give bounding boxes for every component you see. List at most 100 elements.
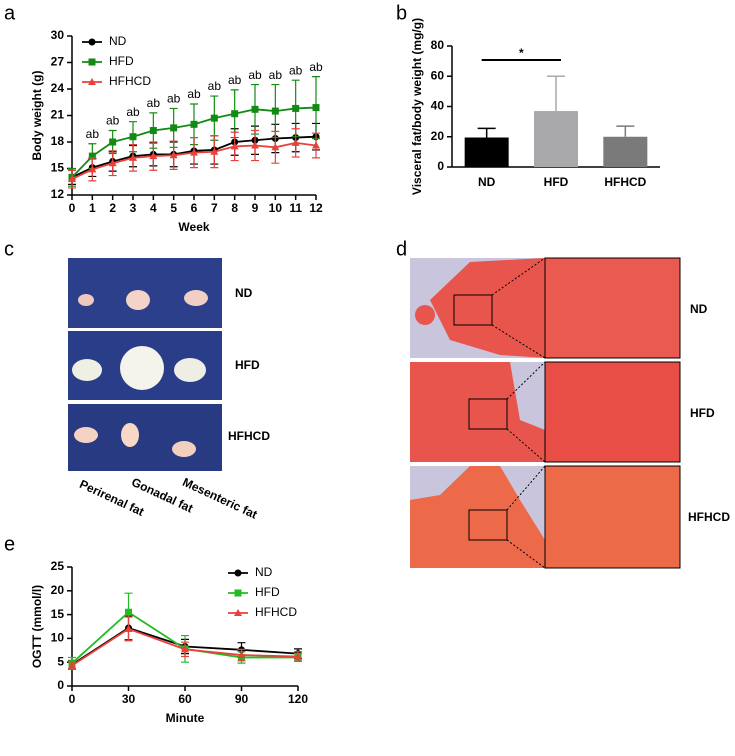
annotation: ab — [147, 96, 161, 110]
y-axis-title: Visceral fat/body weight (mg/g) — [410, 18, 424, 195]
legend-label: HFHCD — [255, 605, 297, 619]
column-label: Mesenteric fat — [180, 475, 259, 522]
x-tick-label: 120 — [288, 692, 308, 706]
annotation: ab — [208, 79, 222, 93]
panel-letter: e — [4, 533, 15, 555]
legend-label: HFD — [109, 54, 134, 68]
bar — [603, 136, 648, 167]
marker — [129, 153, 137, 161]
marker — [234, 569, 242, 577]
marker — [190, 148, 198, 156]
x-tick-label: 90 — [235, 692, 249, 706]
marker — [108, 159, 117, 167]
marker — [68, 175, 76, 183]
x-tick-label: 3 — [130, 201, 137, 215]
x-axis-title: Week — [178, 220, 209, 234]
annotation: ab — [248, 68, 262, 82]
marker — [88, 152, 96, 160]
row-label: HFHCD — [228, 429, 270, 443]
x-tick-label: 9 — [252, 201, 259, 215]
x-tick-label: 4 — [150, 201, 157, 215]
row-label: ND — [235, 286, 253, 300]
annotation: ab — [269, 68, 283, 82]
marker — [181, 645, 189, 653]
x-tick-label: 8 — [231, 201, 238, 215]
y-tick-label: 12 — [51, 187, 65, 201]
x-tick-label: 0 — [69, 692, 76, 706]
annotation: ab — [289, 63, 303, 77]
marker — [312, 104, 320, 112]
annotation: ab — [167, 92, 181, 106]
x-tick-label: 1 — [89, 201, 96, 215]
y-tick-label: 10 — [51, 631, 65, 645]
marker — [251, 141, 259, 149]
row-label: HFD — [690, 406, 715, 420]
marker — [88, 58, 96, 66]
y-tick-label: 0 — [57, 678, 64, 692]
panel-letter: d — [396, 238, 407, 260]
y-tick-label: 27 — [51, 55, 65, 69]
marker — [210, 114, 218, 122]
marker — [294, 652, 302, 660]
x-tick-label: 2 — [109, 201, 116, 215]
significance-label: * — [519, 46, 524, 60]
marker — [124, 624, 133, 632]
error-bar — [547, 75, 565, 112]
x-tick-label: 11 — [289, 201, 302, 215]
annotation: ab — [106, 114, 120, 128]
row-label: HFD — [235, 358, 260, 372]
y-tick-label: 18 — [51, 134, 65, 148]
marker — [149, 152, 158, 160]
y-tick-label: 15 — [51, 161, 65, 175]
photo-c — [68, 258, 222, 471]
y-tick-label: 24 — [51, 81, 65, 95]
marker — [88, 78, 96, 85]
marker — [129, 133, 137, 141]
y-tick-label: 0 — [437, 159, 444, 173]
y-tick-label: 60 — [431, 68, 445, 82]
x-axis-title: Minute — [166, 711, 205, 725]
y-tick-label: 5 — [57, 654, 64, 668]
y-tick-label: 20 — [51, 583, 65, 597]
bar — [464, 137, 509, 167]
marker — [169, 151, 178, 159]
marker — [271, 107, 279, 115]
annotation: ab — [86, 127, 100, 141]
marker — [88, 38, 96, 46]
error-bar — [477, 127, 496, 138]
legend-label: ND — [255, 565, 273, 579]
marker — [237, 651, 246, 659]
marker — [271, 143, 280, 151]
marker — [109, 138, 117, 146]
marker — [149, 127, 157, 135]
bar — [534, 111, 578, 167]
legend-label: HFHCD — [109, 74, 151, 88]
panel-letter: a — [4, 2, 16, 24]
marker — [230, 142, 239, 150]
y-tick-label: 30 — [51, 28, 65, 42]
marker — [292, 104, 300, 112]
x-tick-label: HFHCD — [604, 175, 646, 189]
error-bar — [616, 125, 635, 137]
x-tick-label: 6 — [191, 201, 198, 215]
y-tick-label: 20 — [431, 129, 445, 143]
annotation: ab — [309, 60, 323, 74]
marker — [251, 105, 259, 113]
y-axis-title: Body weight (g) — [30, 71, 44, 161]
marker — [170, 124, 178, 132]
marker — [291, 138, 300, 146]
x-tick-label: HFD — [544, 175, 569, 189]
marker — [68, 661, 76, 669]
y-tick-label: 25 — [51, 559, 65, 573]
marker — [88, 165, 97, 173]
x-tick-label: 60 — [178, 692, 192, 706]
panel-letter: c — [4, 238, 14, 260]
marker — [234, 589, 242, 597]
annotation: ab — [187, 87, 201, 101]
legend-label: ND — [109, 34, 127, 48]
row-label: ND — [690, 302, 708, 316]
x-tick-label: 12 — [309, 201, 323, 215]
panel-letter: b — [396, 2, 407, 24]
marker — [190, 120, 198, 128]
